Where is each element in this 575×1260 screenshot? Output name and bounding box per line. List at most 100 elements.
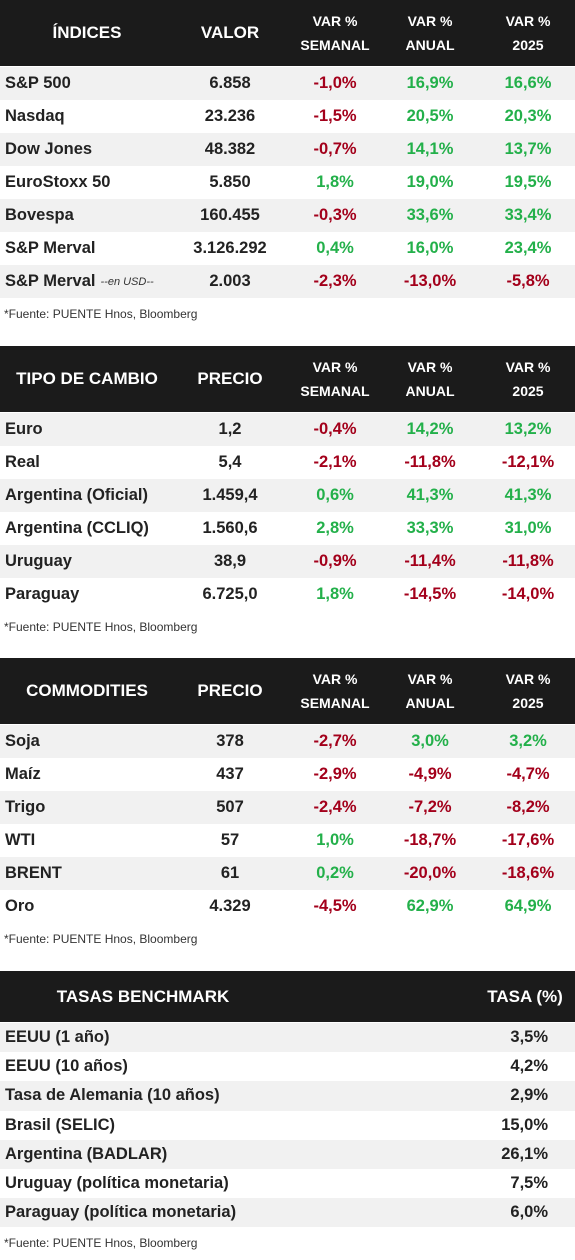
label-text: Bovespa xyxy=(5,206,74,224)
value: 23.236 xyxy=(204,107,256,125)
label-text: Soja xyxy=(5,732,40,750)
value-cell: 0,4% xyxy=(316,232,354,265)
value-cell: 437 xyxy=(216,758,244,791)
value-cell: -2,9% xyxy=(313,758,356,791)
row-label: Trigo xyxy=(5,791,45,824)
value: 3,5% xyxy=(510,1028,548,1047)
label-text: Trigo xyxy=(5,798,46,816)
header-line: 2025 xyxy=(512,383,544,399)
row-label: Paraguay (política monetaria) xyxy=(5,1198,236,1227)
label-text: Maíz xyxy=(5,765,41,783)
value-cell: 0,6% xyxy=(316,479,354,512)
value-cell: -1,0% xyxy=(313,67,356,100)
value-cell: 33,6% xyxy=(407,199,454,232)
value-cell: 38,9 xyxy=(214,545,246,578)
row-label: Tasa de Alemania (10 años) xyxy=(5,1081,220,1110)
value-cell: -0,9% xyxy=(313,545,356,578)
value-cell: 61 xyxy=(221,857,239,890)
value-cell: 23,4% xyxy=(505,232,552,265)
row-label: S&P Merval --en USD-- xyxy=(5,265,154,298)
change-value: 14,1% xyxy=(406,140,454,158)
table-row: Paraguay (política monetaria) 6,0% xyxy=(0,1198,575,1228)
value: 1.459,4 xyxy=(202,486,258,504)
change-value: 0,6% xyxy=(316,486,354,504)
value-cell: -4,5% xyxy=(313,890,356,923)
value-cell: 3.126.292 xyxy=(193,232,266,265)
value-cell: 1.560,6 xyxy=(202,512,257,545)
value: 6.858 xyxy=(209,74,251,92)
value-cell: -1,5% xyxy=(313,100,356,133)
change-value: 0,2% xyxy=(316,864,354,882)
header-line: SEMANAL xyxy=(300,37,370,53)
change-value: -18,6% xyxy=(501,864,555,882)
header-line: VALOR xyxy=(200,23,260,42)
row-label: Soja xyxy=(5,725,40,758)
change-value: 1,0% xyxy=(316,831,354,849)
value-cell: 14,2% xyxy=(407,413,454,446)
change-value: 33,3% xyxy=(406,519,454,537)
value: 160.455 xyxy=(200,206,260,224)
value: 2,9% xyxy=(510,1086,548,1105)
change-value: -11,8% xyxy=(404,453,456,471)
label-text: EuroStoxx 50 xyxy=(5,173,111,191)
value-cell: -11,8% xyxy=(404,446,455,479)
header-cell: PRECIO xyxy=(197,658,262,724)
table-row: Maíz 437 -2,9% -4,9% -4,7% xyxy=(0,758,575,791)
row-label: Argentina (BADLAR) xyxy=(5,1140,167,1169)
header-cell: VAR % ANUAL xyxy=(406,658,455,724)
value-cell: -20,0% xyxy=(404,857,456,890)
value-cell: -14,5% xyxy=(404,578,456,611)
header-line: SEMANAL xyxy=(300,695,370,711)
row-label: Maíz xyxy=(5,758,41,791)
row-label: BRENT xyxy=(5,857,62,890)
change-value: -4,9% xyxy=(408,765,452,783)
table-row: S&P 500 6.858 -1,0% 16,9% 16,6% xyxy=(0,67,575,100)
value: 378 xyxy=(216,732,244,750)
value: 1.560,6 xyxy=(202,519,258,537)
label-text: Uruguay (política monetaria) xyxy=(5,1174,229,1193)
change-value: -20,0% xyxy=(403,864,457,882)
change-value: 31,0% xyxy=(504,519,552,537)
value: 4.329 xyxy=(209,897,251,915)
value-cell: 1,2 xyxy=(219,413,242,446)
value-cell: 31,0% xyxy=(505,512,552,545)
value-cell: 2,8% xyxy=(316,512,354,545)
value-cell: 48.382 xyxy=(205,133,255,166)
header-cell: VAR % SEMANAL xyxy=(300,0,369,66)
value-cell: -4,9% xyxy=(408,758,451,791)
value-cell: -2,7% xyxy=(313,725,356,758)
value-cell: -12,1% xyxy=(502,446,554,479)
change-value: 20,3% xyxy=(504,107,552,125)
label-text: Brasil (SELIC) xyxy=(5,1115,116,1134)
row-label: Uruguay xyxy=(5,545,72,578)
header-line: COMMODITIES xyxy=(26,681,148,700)
change-value: 19,5% xyxy=(504,173,552,191)
table-header: COMMODITIES PRECIO VAR % SEMANAL VAR % ANUAL V… xyxy=(0,658,575,724)
table-row: WTI 57 1,0% -18,7% -17,6% xyxy=(0,824,575,857)
change-value: 16,6% xyxy=(504,74,552,92)
change-value: 16,9% xyxy=(406,74,454,92)
value-cell: -4,7% xyxy=(506,758,549,791)
change-value: -0,3% xyxy=(313,206,357,224)
table-row: Tasa de Alemania (10 años) 2,9% xyxy=(0,1081,575,1111)
change-value: -2,9% xyxy=(313,765,357,783)
value-cell: 41,3% xyxy=(505,479,552,512)
header-line: TASAS BENCHMARK xyxy=(56,986,230,1006)
change-value: -12,1% xyxy=(501,453,555,471)
change-value: -1,0% xyxy=(313,74,357,92)
value-cell: -11,4% xyxy=(404,545,455,578)
value-cell: 2.003 xyxy=(209,265,250,298)
value: 38,9 xyxy=(213,552,247,570)
label-text: S&P Merval xyxy=(5,239,96,257)
value-cell: 16,6% xyxy=(505,67,552,100)
source-note: *Fuente: PUENTE Hnos, Bloomberg xyxy=(4,1236,198,1251)
header-line: ANUAL xyxy=(405,383,455,399)
value-cell: -0,3% xyxy=(313,199,356,232)
value-cell: 6.725,0 xyxy=(202,578,257,611)
value-cell: -17,6% xyxy=(502,824,554,857)
header-line: VAR % xyxy=(505,13,551,29)
label-text: EEUU (1 año) xyxy=(5,1028,110,1047)
value: 7,5% xyxy=(510,1174,548,1193)
change-value: -2,7% xyxy=(313,732,357,750)
header-cell: VAR % SEMANAL xyxy=(300,346,369,412)
